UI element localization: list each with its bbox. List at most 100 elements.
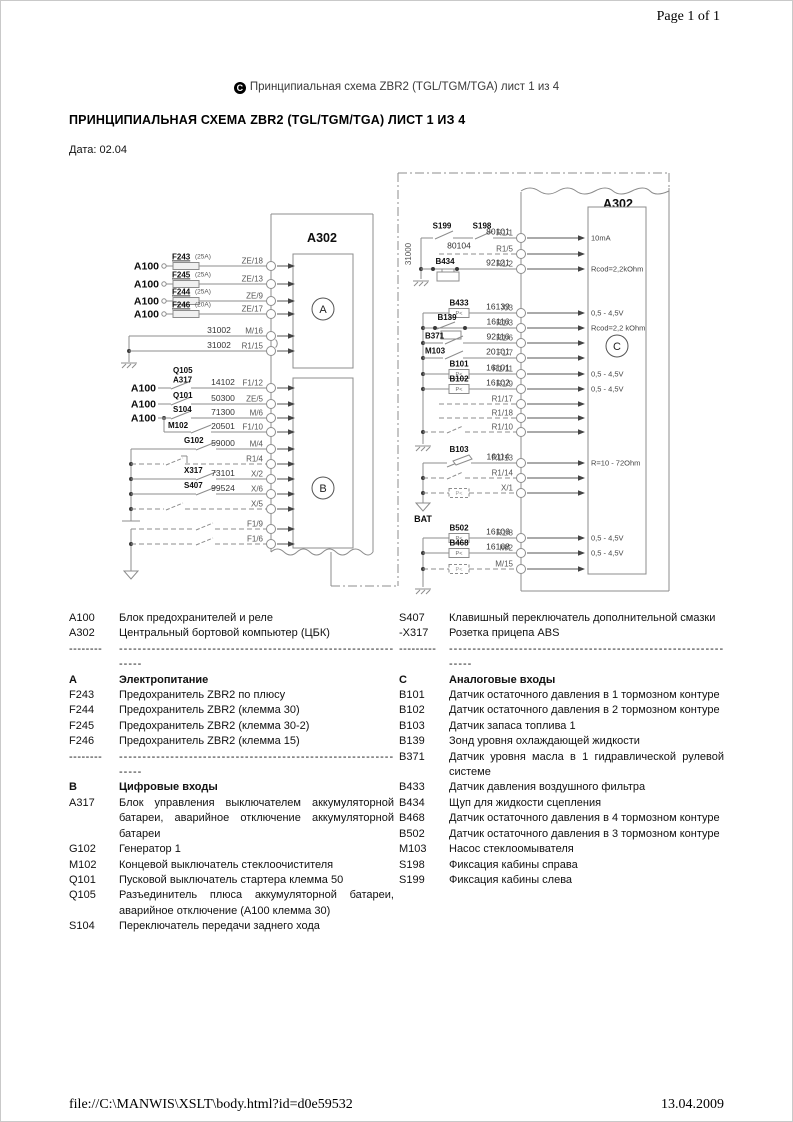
wire-number: 73101 [211,468,235,478]
component-label: B433 [449,299,469,308]
legend-code: B371 [399,750,425,763]
pin-label: R1/18 [492,409,514,418]
component-label: B102 [449,375,469,384]
legend-row: C Аналоговые входы [399,673,724,688]
component-label: S104 [173,405,192,414]
pin-label: M/2 [500,544,514,553]
pin-circle [266,524,276,534]
arrow-icon [288,263,295,269]
arrow-icon [578,355,585,361]
component-label: B502 [449,524,469,533]
pressure-sensor-icon [448,308,470,318]
pin-circle [516,233,526,243]
source-label: A100 [131,383,156,395]
arrow-icon [288,541,295,547]
component-label: B371 [425,332,445,341]
arrow-icon [288,506,295,512]
pin-circle [516,564,526,574]
legend-row: S198 Фиксация кабины справа [399,858,724,873]
legend-code: A302 [69,627,95,640]
legend-row: B101 Датчик остаточного давления в 1 торм… [399,688,724,703]
pin-label: R1/5 [496,245,513,254]
arrow-icon [578,460,585,466]
legend-code: B434 [399,796,425,809]
legend-separator: ----- [69,657,394,672]
fuse-rating: (25A) [195,272,211,279]
legend-description: Предохранитель ZBR2 (клемма 30) [119,704,300,717]
pin-label: ZE/9 [246,292,263,301]
arrow-icon [288,446,295,452]
legend-description: Пусковой выключатель стартера клемма 50 [119,873,344,886]
legend-code: B [69,781,77,794]
wire-number: 16101 [486,363,510,373]
component-label: B434 [435,257,455,266]
legend-description: Фиксация кабины слева [449,873,573,886]
annotation: 0,5 - 4,5V [591,370,624,379]
legend-row: F245 Предохранитель ZBR2 (клемма 30-2) [69,719,394,734]
pin-circle [266,459,276,469]
legend-row: A Электропитание [69,673,394,688]
resistor-icon [440,330,462,340]
pressure-sensor-icon [448,564,470,574]
pin-label: ZE/13 [242,275,264,284]
legend-description: Блок управления выключателем аккумулятор… [119,796,394,840]
pin-circle [266,331,276,341]
arrow-icon [578,340,585,346]
legend-code [69,657,119,672]
section-circle [311,297,335,321]
pin-circle [516,488,526,498]
legend-code: A100 [69,612,95,624]
wire-number: 31000 [404,242,413,265]
legend-description: Датчик давления воздушного фильтра [449,781,646,794]
source-label: A100 [131,413,156,425]
legend-description: ----- [119,766,143,779]
legend-description: ----------------------------------------… [449,642,724,655]
component-label: B139 [437,313,457,322]
pin-circle [516,413,526,423]
arrow-icon [578,371,585,377]
legend-code: B101 [399,689,425,702]
legend-row: M103 Насос стеклоомывателя [399,842,724,857]
arrow-icon [578,475,585,481]
legend-code: F246 [69,735,95,748]
fuse-icon [172,310,200,318]
pin-label: F1/9 [247,520,264,529]
legend-code: Q105 [69,889,96,902]
legend-code: S407 [399,612,425,624]
pin-label: X/3 [501,304,514,313]
component-label: F243 [172,253,191,262]
legend-description: ----------------------------------------… [119,642,394,655]
section-circle [311,476,335,500]
legend-code: S104 [69,920,95,933]
legend-description: Датчик запаса топлива 1 [449,719,576,732]
legend-description: Предохранитель ZBR2 (клемма 15) [119,735,300,748]
wire-number: 80104 [447,241,471,251]
source-label: A100 [134,309,159,321]
component-label: B101 [449,360,469,369]
pin-label: X/2 [251,470,264,479]
arrow-icon [288,281,295,287]
legend-column-left: A100 Блок предохранителей и реле A302 Центр… [69,611,394,935]
legend-row: B434 Щуп для жидкости сцепления [399,796,724,811]
pin-circle [266,489,276,499]
legend-code: B139 [399,735,425,748]
arrow-icon [578,266,585,272]
footer-date: 13.04.2009 [661,1097,724,1112]
pin-label: R1/3 [496,319,513,328]
arrow-icon [288,491,295,497]
pin-circle [516,323,526,333]
wire-number: 59000 [211,438,235,448]
pin-circle [266,539,276,549]
wire-number: 20101 [486,347,510,357]
arrow-icon [578,415,585,421]
page-footer: file://C:\MANWIS\XSLT\body.html?id=d0e59… [69,1097,724,1113]
pin-label: R1/8 [496,529,513,538]
pin-circle [266,504,276,514]
legend-description: ----------------------------------------… [119,750,394,763]
pin-label: F1/12 [243,379,264,388]
legend-code: M102 [69,858,97,871]
legend-column-right: S407 Клавишный переключатель дополнительн… [399,611,724,935]
footer-file-path: file://C:\MANWIS\XSLT\body.html?id=d0e59… [69,1097,353,1112]
source-label: A100 [134,296,159,308]
